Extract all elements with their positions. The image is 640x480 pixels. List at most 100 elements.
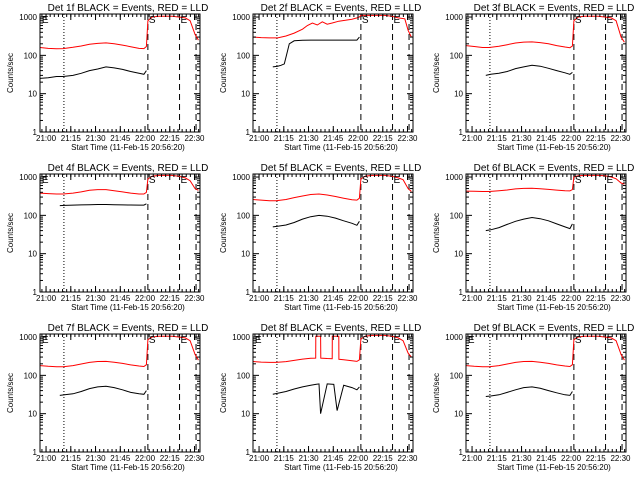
y-tick-label: 1000 — [19, 173, 37, 182]
plot-frame — [252, 173, 414, 293]
y-tick-label: 100 — [237, 371, 251, 380]
series-line-events — [59, 385, 147, 396]
panel-title: Det 4f BLACK = Events, RED = LLD — [48, 163, 209, 174]
detector-panel-7: Det 7f BLACK = Events, RED = LLD 1 10 100 10… — [6, 323, 208, 472]
detector-panel-3: Det 3f BLACK = Events, RED = LLD 1 10 100 10… — [432, 3, 634, 152]
x-tick-label: 21:00 — [36, 294, 57, 303]
x-tick-label: 21:00 — [462, 294, 483, 303]
x-axis-label: Start Time (11-Feb-15 20:56:20) — [71, 303, 185, 312]
x-tick-label: 21:45 — [536, 454, 557, 463]
x-axis-label: Start Time (11-Feb-15 20:56:20) — [497, 463, 611, 472]
x-tick-label: 21:30 — [86, 454, 107, 463]
x-tick-label: 21:00 — [249, 134, 270, 143]
y-tick-label: 1000 — [232, 13, 250, 22]
series-line-lld — [253, 174, 412, 202]
y-axis-label: Counts/sec — [6, 373, 15, 413]
time-marker-label: E — [468, 335, 475, 346]
series-group — [40, 174, 199, 207]
time-marker-label: E — [255, 335, 262, 346]
y-tick-label: 100 — [237, 51, 251, 60]
time-marker-label: S — [149, 15, 156, 26]
series-line-events — [272, 36, 360, 68]
x-tick-label: 21:45 — [536, 294, 557, 303]
detector-panel-2: Det 2f BLACK = Events, RED = LLD 1 10 100 10… — [219, 3, 421, 152]
x-tick-label: 22:30 — [610, 134, 631, 143]
time-marker-label: E — [181, 335, 188, 346]
x-tick-label: 22:30 — [397, 134, 418, 143]
series-line-events — [485, 386, 573, 397]
x-tick-label: 22:15 — [160, 294, 181, 303]
time-marker-label: S — [575, 175, 582, 186]
y-tick-label: 1000 — [232, 333, 250, 342]
x-tick-label: 22:15 — [160, 454, 181, 463]
y-axis-label: Counts/sec — [6, 213, 15, 253]
y-axis-label: Counts/sec — [432, 53, 441, 93]
panel-title: Det 2f BLACK = Events, RED = LLD — [261, 3, 422, 14]
y-tick-label: 1 — [459, 128, 464, 137]
x-axis-label: Start Time (11-Feb-15 20:56:20) — [284, 303, 398, 312]
series-group — [466, 174, 625, 232]
y-tick-label: 1000 — [232, 173, 250, 182]
x-tick-label: 22:00 — [135, 294, 156, 303]
x-axis-label: Start Time (11-Feb-15 20:56:20) — [71, 143, 185, 152]
x-tick-label: 21:30 — [86, 134, 107, 143]
x-tick-label: 21:45 — [110, 454, 131, 463]
y-tick-label: 10 — [28, 90, 37, 99]
x-tick-label: 22:30 — [610, 454, 631, 463]
plot-frame — [465, 13, 627, 133]
y-axis-label: Counts/sec — [432, 213, 441, 253]
x-tick-label: 22:30 — [610, 294, 631, 303]
series-line-events — [40, 66, 147, 79]
y-tick-label: 100 — [450, 371, 464, 380]
x-tick-label: 21:15 — [61, 134, 82, 143]
series-line-events — [272, 214, 360, 228]
time-marker-label: E — [181, 15, 188, 26]
panel-title: Det 9f BLACK = Events, RED = LLD — [474, 323, 635, 334]
x-tick-label: 21:15 — [61, 294, 82, 303]
y-tick-label: 1 — [459, 288, 464, 297]
x-tick-label: 22:30 — [184, 294, 205, 303]
x-tick-label: 22:30 — [184, 134, 205, 143]
x-axis-label: Start Time (11-Feb-15 20:56:20) — [284, 463, 398, 472]
time-marker-label: E — [607, 175, 614, 186]
x-tick-label: 21:15 — [274, 294, 295, 303]
x-tick-label: 21:30 — [512, 134, 533, 143]
detector-panel-4: Det 4f BLACK = Events, RED = LLD 1 10 100 10… — [6, 163, 208, 312]
x-tick-label: 22:00 — [348, 454, 369, 463]
y-axis-label: Counts/sec — [219, 213, 228, 253]
x-tick-label: 21:30 — [512, 454, 533, 463]
x-tick-label: 22:00 — [561, 134, 582, 143]
y-tick-label: 1000 — [445, 13, 463, 22]
time-marker-label: E — [42, 175, 49, 186]
time-marker-label: S — [149, 335, 156, 346]
x-tick-label: 22:30 — [184, 454, 205, 463]
y-tick-label: 100 — [450, 211, 464, 220]
series-line-events — [59, 203, 147, 207]
x-tick-label: 22:15 — [160, 134, 181, 143]
series-line-events — [272, 383, 360, 414]
x-tick-label: 21:00 — [462, 134, 483, 143]
x-tick-label: 22:30 — [397, 294, 418, 303]
series-group — [253, 14, 412, 68]
time-marker-label: S — [149, 175, 156, 186]
y-axis-label: Counts/sec — [6, 53, 15, 93]
series-line-lld — [40, 174, 199, 195]
series-line-lld — [466, 335, 625, 368]
y-tick-label: 100 — [24, 51, 38, 60]
series-group — [40, 15, 199, 79]
y-tick-label: 1 — [459, 448, 464, 457]
y-tick-label: 10 — [454, 250, 463, 259]
y-tick-label: 10 — [241, 410, 250, 419]
time-marker-label: E — [607, 15, 614, 26]
time-marker-label: S — [362, 335, 369, 346]
y-tick-label: 1000 — [445, 333, 463, 342]
time-marker-label: S — [575, 335, 582, 346]
series-group — [466, 335, 625, 397]
y-tick-label: 10 — [28, 250, 37, 259]
time-marker-label: E — [394, 175, 401, 186]
plot-frame — [465, 333, 627, 453]
plot-frame — [252, 13, 414, 133]
x-tick-label: 22:00 — [348, 134, 369, 143]
x-tick-label: 21:30 — [299, 134, 320, 143]
series-line-lld — [40, 15, 199, 50]
